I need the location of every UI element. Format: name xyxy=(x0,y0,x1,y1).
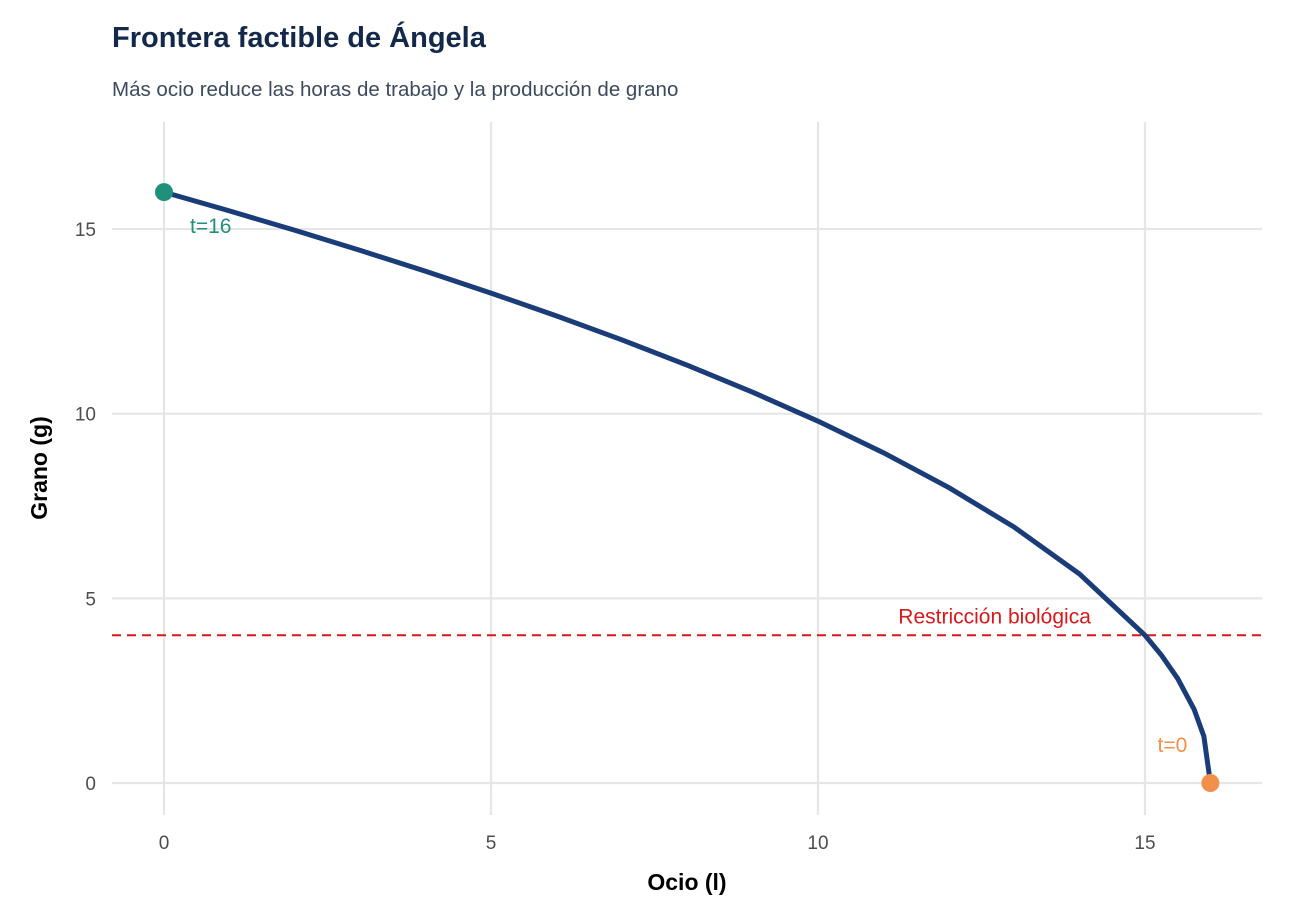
x-tick-label: 10 xyxy=(807,833,828,854)
constraint-label: Restricción biológica xyxy=(898,605,1091,628)
y-tick-label: 15 xyxy=(75,220,96,241)
y-tick-label: 10 xyxy=(75,405,96,426)
x-tick-label: 15 xyxy=(1134,833,1155,854)
endpoint-marker xyxy=(155,183,173,202)
x-tick-label: 0 xyxy=(159,833,170,854)
y-tick-label: 0 xyxy=(85,774,96,795)
frontier-line xyxy=(163,189,1213,784)
endpoint-marker xyxy=(1201,774,1220,792)
y-axis-title: Grano (g) xyxy=(26,416,52,520)
x-tick-label: 5 xyxy=(486,833,497,854)
endpoint-label: t=0 xyxy=(1158,734,1188,757)
chart-subtitle: Más ocio reduce las horas de trabajo y l… xyxy=(112,78,679,101)
y-tick-label: 5 xyxy=(85,589,96,610)
chart-title: Frontera factible de Ángela xyxy=(112,22,486,54)
x-axis-title: Ocio (l) xyxy=(647,869,726,895)
endpoint-label: t=16 xyxy=(190,215,231,238)
